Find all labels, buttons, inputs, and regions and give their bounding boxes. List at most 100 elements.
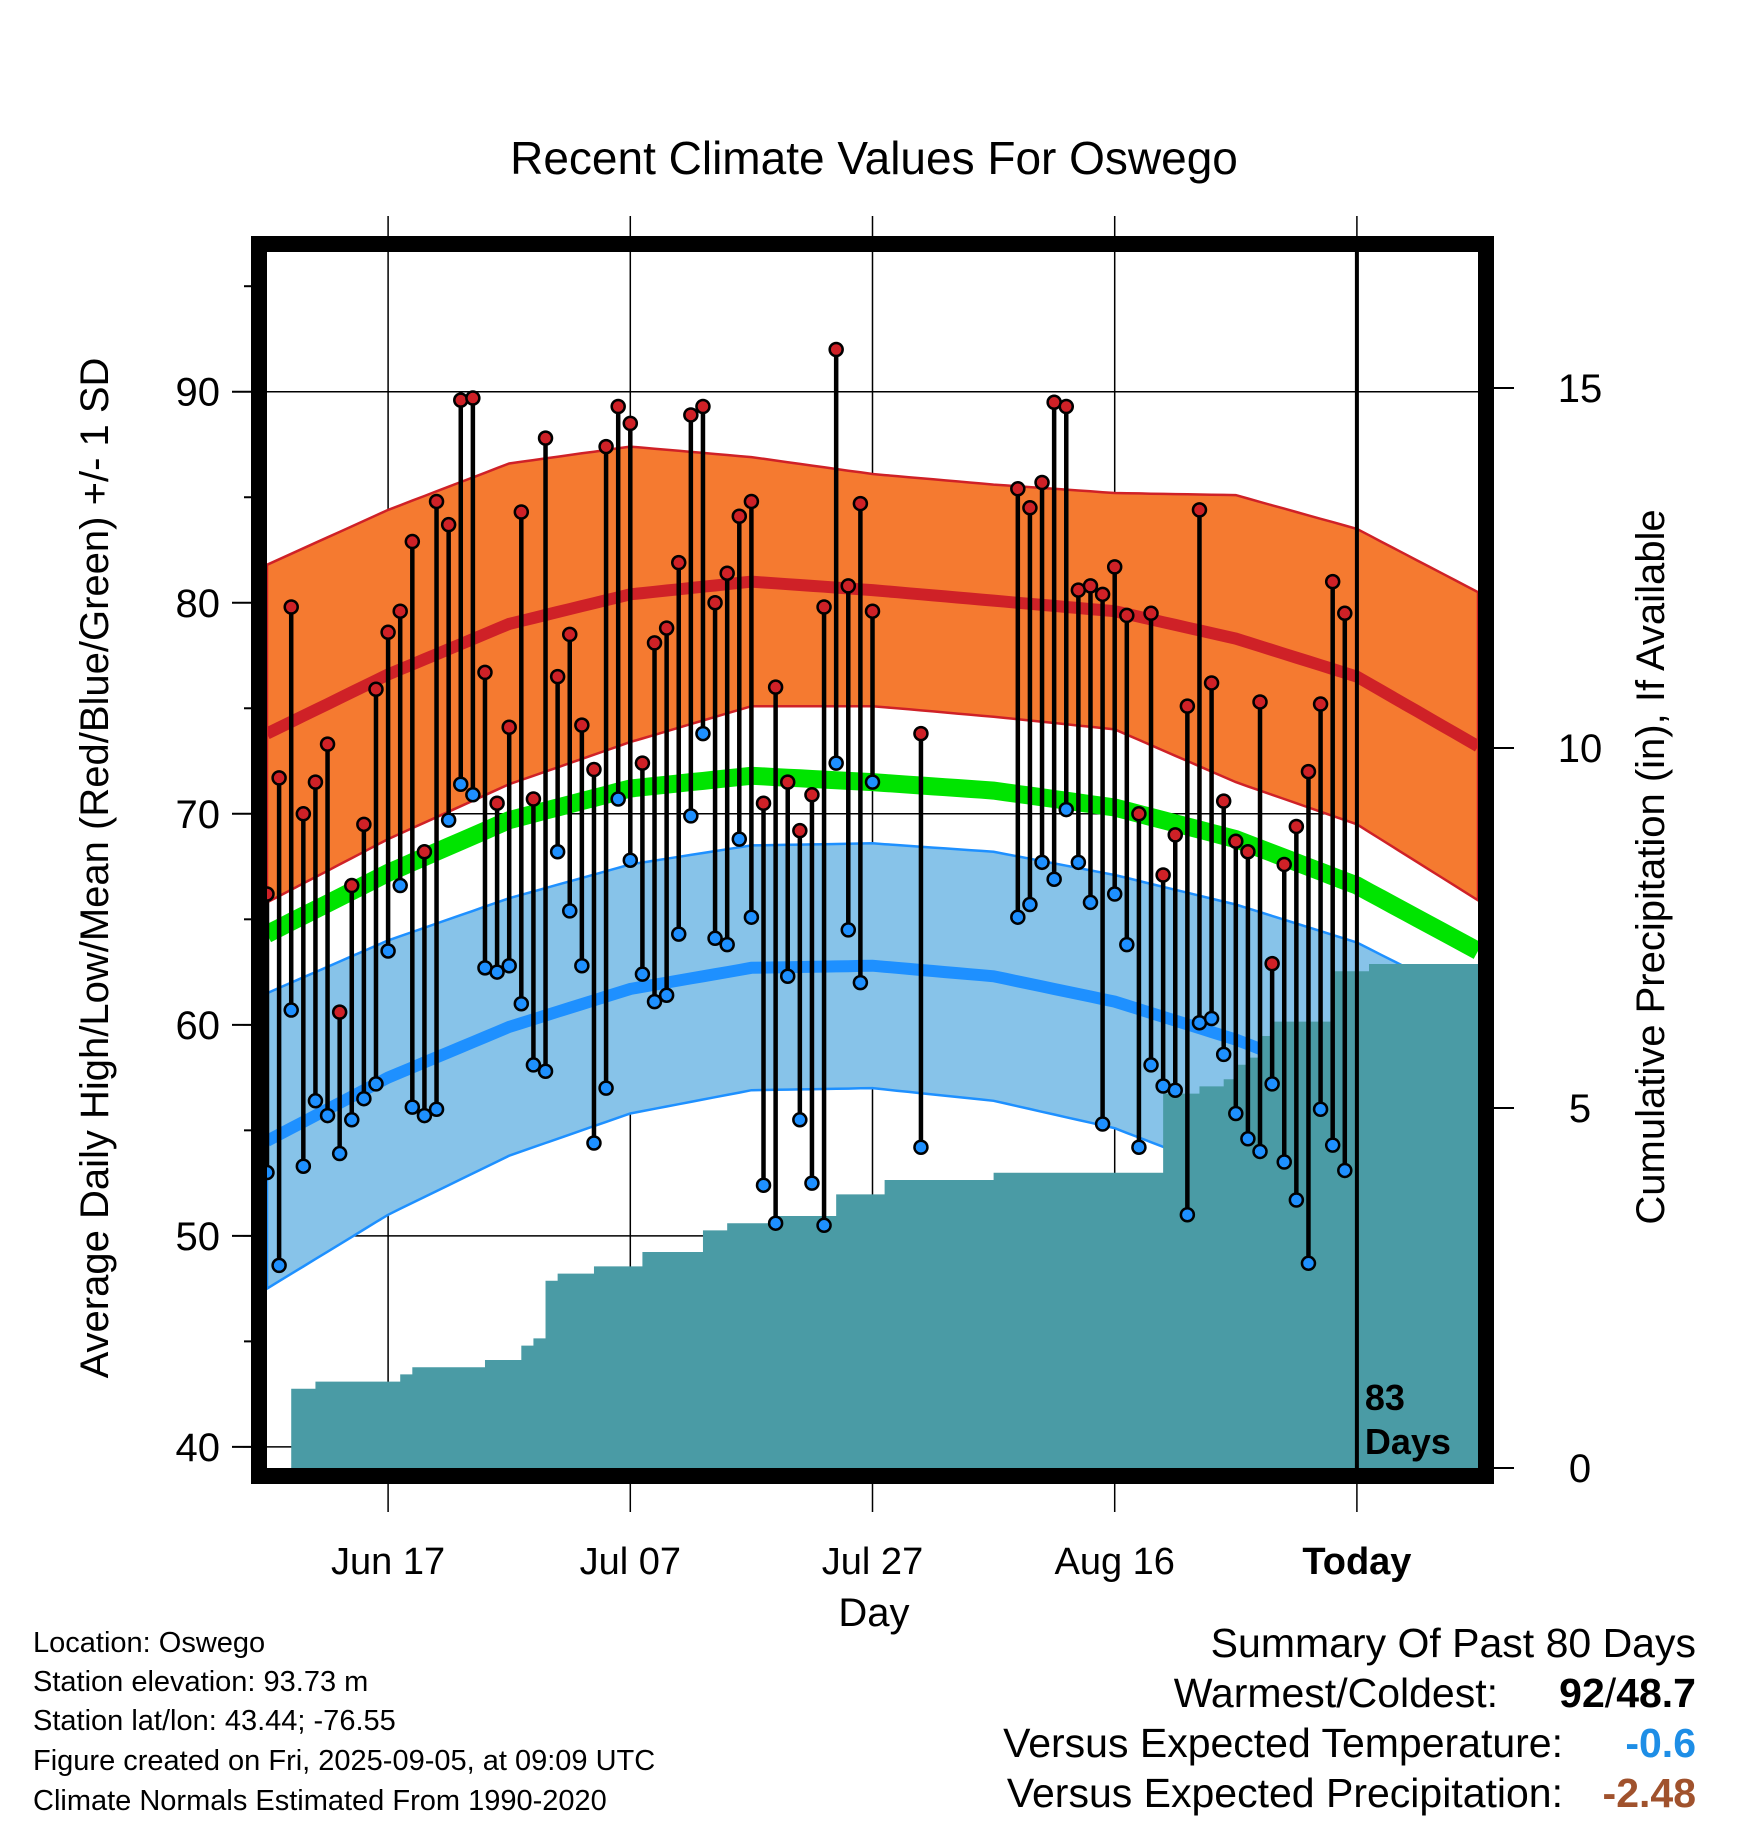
daily-low-point	[1228, 1105, 1244, 1122]
daily-high-point	[1215, 793, 1232, 809]
daily-high-point	[804, 787, 820, 803]
daily-low-point	[453, 776, 469, 792]
daily-low-point	[1070, 854, 1087, 871]
daily-low-point	[1264, 1076, 1280, 1092]
y2-tick-label: 5	[1569, 1087, 1591, 1131]
daily-low-point	[913, 1139, 929, 1155]
location-text: Location: Oswego	[33, 1627, 266, 1659]
daily-high-point	[283, 599, 299, 615]
precip-anomaly-label: Versus Expected Precipitation:	[1006, 1770, 1563, 1816]
daily-low-point	[1022, 896, 1038, 913]
x-tick-label: Aug 16	[1054, 1541, 1174, 1583]
x-tick-label: Jul 07	[580, 1541, 681, 1583]
precip-area	[273, 964, 1478, 1468]
daily-low-point	[1131, 1139, 1147, 1155]
daily-high-point	[513, 504, 530, 520]
daily-high-point	[1288, 818, 1305, 835]
warmest-value: 92	[1559, 1670, 1605, 1716]
x-tick-label: Jun 17	[331, 1541, 445, 1583]
daily-high-point	[634, 755, 651, 771]
daily-low-point	[767, 1215, 784, 1231]
plot-frame	[251, 236, 1494, 1484]
daily-low-point	[1058, 801, 1075, 818]
daily-high-point	[852, 495, 869, 512]
daily-high-point	[344, 877, 360, 894]
daily-high-point	[416, 844, 433, 860]
daily-low-point	[1252, 1143, 1268, 1160]
daily-low-point	[1106, 886, 1123, 902]
y2-tick-label: 15	[1558, 367, 1603, 411]
daily-low-point	[501, 957, 517, 974]
precip-anomaly-value: -2.48	[1602, 1770, 1696, 1816]
daily-high-point	[1264, 955, 1280, 972]
daily-high-point	[356, 816, 372, 833]
daily-high-point	[307, 774, 324, 790]
daily-high-point	[271, 770, 287, 786]
daily-high-point	[1010, 481, 1026, 497]
temp-anomaly-value: -0.6	[1625, 1720, 1696, 1766]
y2-tick-label: 0	[1569, 1447, 1591, 1491]
daily-low-point	[646, 993, 663, 1010]
daily-high-point	[913, 725, 929, 742]
temp-anomaly-label: Versus Expected Temperature:	[1003, 1720, 1563, 1766]
daily-low-point	[792, 1112, 808, 1128]
y-tick-label: 80	[176, 582, 221, 626]
daily-high-point	[380, 624, 396, 641]
daily-high-point	[719, 565, 735, 581]
daily-low-point	[392, 877, 408, 894]
daily-low-point	[380, 943, 396, 959]
daily-high-point	[1094, 586, 1111, 603]
daily-low-point	[574, 957, 590, 974]
daily-high-point	[368, 681, 384, 698]
daily-low-point	[525, 1057, 542, 1073]
daily-high-point	[731, 508, 748, 524]
daily-low-point	[283, 1002, 299, 1018]
normals-text: Climate Normals Estimated From 1990-2020	[33, 1785, 607, 1817]
daily-high-point	[828, 341, 844, 358]
daily-high-point	[525, 791, 542, 807]
daily-low-point	[719, 936, 735, 953]
daily-high-point	[695, 398, 711, 415]
daily-low-point	[1276, 1154, 1292, 1170]
daily-high-point	[779, 774, 796, 790]
elevation-text: Station elevation: 93.73 m	[33, 1666, 369, 1698]
daily-high-point	[295, 806, 312, 822]
daily-high-point	[574, 717, 590, 733]
daily-low-point	[864, 774, 881, 790]
daily-high-point	[1119, 607, 1135, 624]
daily-low-point	[1288, 1192, 1305, 1208]
daily-low-point	[755, 1177, 772, 1193]
daily-low-point	[1034, 854, 1050, 871]
x-tick-label: Today	[1302, 1541, 1411, 1583]
daily-high-point	[1167, 827, 1183, 843]
daily-low-point	[1094, 1116, 1111, 1132]
daily-low-point	[743, 909, 760, 925]
daily-high-point	[1179, 698, 1196, 714]
daily-high-point	[1155, 867, 1171, 883]
daily-high-point	[392, 603, 408, 619]
daily-low-point	[622, 852, 639, 868]
daily-high-point	[537, 430, 554, 446]
latlon-text: Station lat/lon: 43.44; -76.55	[33, 1705, 396, 1737]
daily-high-point	[404, 533, 421, 550]
x-tick-label: Jul 27	[822, 1541, 923, 1583]
daily-low-point	[537, 1063, 554, 1080]
daily-high-point	[1203, 675, 1220, 691]
slash: /	[1604, 1670, 1617, 1716]
daily-high-point	[683, 407, 699, 423]
daily-low-point	[828, 755, 844, 771]
daily-low-point	[1179, 1207, 1196, 1223]
daily-high-point	[658, 620, 675, 636]
daily-low-point	[804, 1175, 820, 1191]
daily-high-point	[767, 679, 784, 695]
daily-high-point	[755, 795, 772, 811]
y-tick-label: 60	[176, 1004, 221, 1048]
daily-low-point	[562, 903, 578, 919]
daily-high-point	[1300, 763, 1317, 780]
y-tick-label: 40	[176, 1426, 221, 1470]
daily-low-point	[513, 995, 530, 1012]
today-days-label: Days	[1365, 1421, 1451, 1462]
daily-high-point	[1228, 833, 1244, 849]
daily-high-point	[501, 719, 517, 736]
